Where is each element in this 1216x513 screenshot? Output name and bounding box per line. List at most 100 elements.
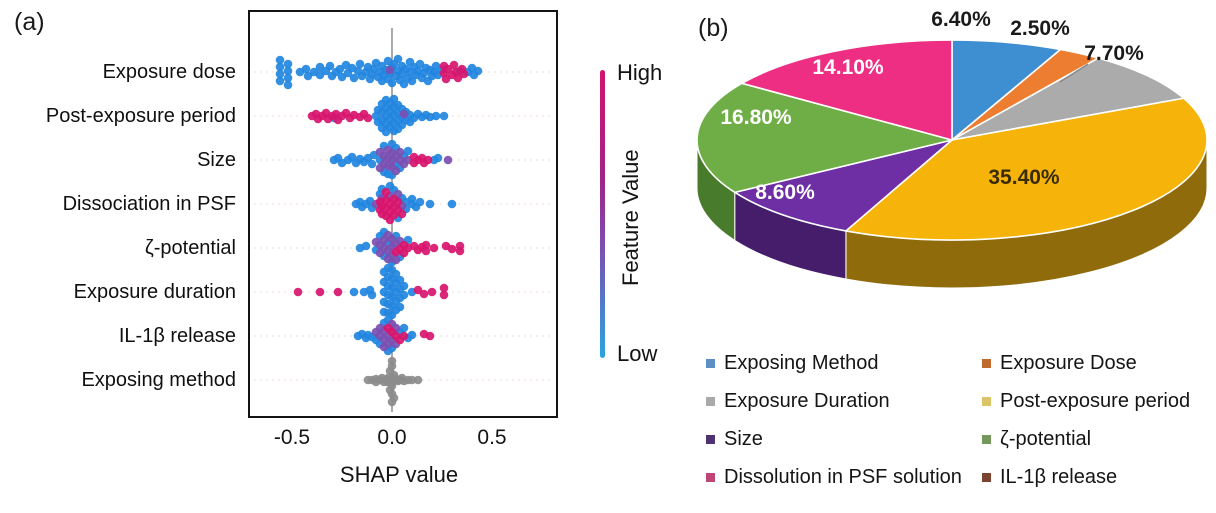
shap-dot xyxy=(413,375,423,385)
shap-dot xyxy=(407,330,417,340)
legend-swatch xyxy=(982,473,991,482)
legend-swatch xyxy=(982,435,991,444)
shap-dot xyxy=(293,287,303,297)
shap-dot xyxy=(403,146,413,156)
shap-dot xyxy=(349,287,359,297)
shap-dot xyxy=(419,289,429,299)
shap-dot xyxy=(283,80,293,90)
shap-dot xyxy=(449,60,459,70)
shap-dot xyxy=(473,66,483,76)
shap-dot xyxy=(389,370,399,380)
shap-dot xyxy=(301,64,311,74)
shap-dot xyxy=(393,197,403,207)
shap-dot xyxy=(399,281,409,291)
feature-label: Exposure duration xyxy=(73,281,236,303)
shap-dot xyxy=(275,76,285,86)
legend-label: Dissolution in PSF solution xyxy=(724,466,962,488)
shap-dot xyxy=(367,290,377,300)
x-tick-label: 0.0 xyxy=(377,426,407,449)
x-axis-title: SHAP value xyxy=(339,462,459,487)
shap-dot xyxy=(407,375,417,385)
legend-label: ζ-potential xyxy=(1000,428,1092,450)
label-leader-line xyxy=(1059,63,1089,83)
legend-swatch xyxy=(982,397,991,406)
shap-dot xyxy=(399,323,409,333)
shap-dot xyxy=(399,109,409,119)
legend-swatch xyxy=(706,359,715,368)
colorbar-high-label: High xyxy=(617,60,663,85)
shap-dot xyxy=(283,66,293,76)
pie-slice-label: 16.80% xyxy=(720,106,792,129)
shap-dot xyxy=(349,73,359,83)
shap-dot xyxy=(429,243,439,253)
x-tick-label: -0.5 xyxy=(273,426,311,449)
legend-label: Exposing Method xyxy=(724,352,879,374)
shap-dot xyxy=(447,244,457,254)
shap-dot xyxy=(283,59,293,69)
shap-dot xyxy=(333,287,343,297)
shap-dot xyxy=(421,246,431,256)
shap-dot xyxy=(439,290,449,300)
shap-dot xyxy=(275,62,285,72)
legend-item: Post-exposure period xyxy=(982,390,1211,413)
colorbar-low-label: Low xyxy=(617,341,658,366)
shap-dot xyxy=(395,302,405,312)
shap-dot xyxy=(393,54,403,64)
shap-dot xyxy=(315,287,325,297)
legend-label: Post-exposure period xyxy=(1000,390,1191,412)
feature-label: Dissociation in PSF xyxy=(62,193,236,215)
shap-dot xyxy=(355,59,365,69)
shap-dot xyxy=(439,111,449,121)
shap-dot xyxy=(325,61,335,71)
pie-slice-label: 14.10% xyxy=(812,56,884,79)
legend-item: Size xyxy=(706,428,982,451)
shap-dot xyxy=(361,241,371,251)
pie-slice xyxy=(696,82,953,194)
x-tick-label: 0.5 xyxy=(477,426,507,449)
shap-dot xyxy=(381,187,391,197)
shap-dot xyxy=(283,73,293,83)
pie-slice xyxy=(951,57,1185,141)
shap-dot xyxy=(407,194,417,204)
feature-label: Post-exposure period xyxy=(45,105,236,127)
shap-dot xyxy=(421,240,431,250)
feature-label: Exposing method xyxy=(81,369,236,391)
shap-dot xyxy=(443,155,453,165)
feature-value-colorbar xyxy=(600,70,605,358)
pie-slice-label: 7.70% xyxy=(1084,42,1144,65)
importance-pie-chart: 6.40% 2.50% 7.70% 35.40% 8.60% 16.80% 14.10% xyxy=(696,8,1208,289)
shap-dot xyxy=(385,65,395,75)
feature-label: Exposure dose xyxy=(102,61,236,83)
pie-slice-label: 8.60% xyxy=(755,181,815,204)
shap-dot xyxy=(427,287,437,297)
pie-slice-label: 35.40% xyxy=(988,166,1060,189)
shap-dot xyxy=(425,331,435,341)
panel-a-label: (a) xyxy=(14,8,45,36)
legend-item: ζ-potential xyxy=(982,428,1211,451)
shap-dot xyxy=(275,69,285,79)
shap-dot xyxy=(391,166,401,176)
shap-dot xyxy=(367,159,377,169)
shap-dot xyxy=(423,155,433,165)
shap-dot xyxy=(431,111,441,121)
shap-dot xyxy=(399,290,409,300)
legend-label: Exposure Duration xyxy=(724,390,890,412)
legend-swatch xyxy=(706,473,715,482)
legend-item: IL-1β release xyxy=(982,466,1211,489)
panel-b-label: (b) xyxy=(698,14,729,42)
legend-label: Size xyxy=(724,428,763,450)
pie-slice xyxy=(845,97,1208,241)
shap-dot xyxy=(455,246,465,256)
legend-swatch xyxy=(706,397,715,406)
shap-dot xyxy=(363,113,373,123)
shap-dot xyxy=(459,69,469,79)
shap-dot xyxy=(275,55,285,65)
legend-item: Exposure Duration xyxy=(706,390,982,413)
pie-slice xyxy=(741,39,953,141)
shap-dot xyxy=(425,199,435,209)
shap-dot xyxy=(433,153,443,163)
beeswarm-plot xyxy=(254,28,552,412)
feature-label: IL-1β release xyxy=(118,325,236,347)
legend-item: Exposing Method xyxy=(706,352,982,375)
